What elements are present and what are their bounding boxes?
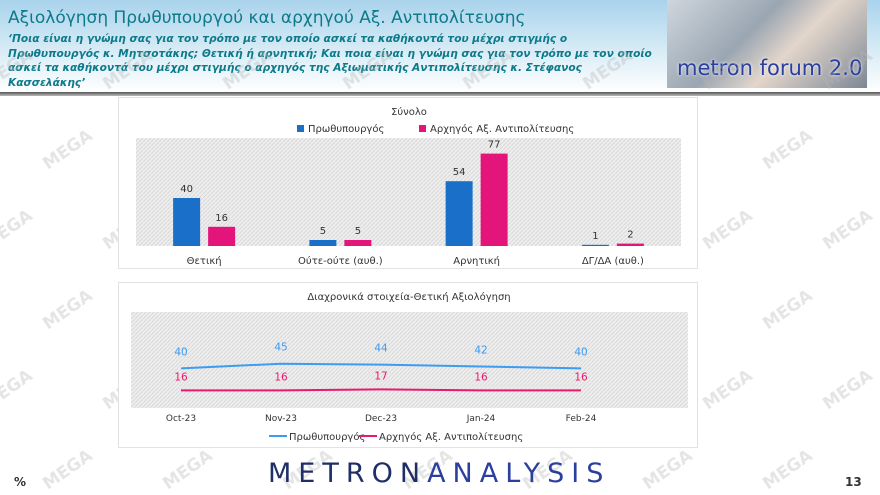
watermark-text: MEGA — [39, 285, 97, 335]
logo-text: metron forum 2.0 — [677, 56, 863, 80]
data-label: 2 — [627, 230, 633, 241]
watermark-text: MEGA — [159, 445, 217, 495]
x-tick-label: Αρνητική — [453, 255, 500, 267]
brand-analysis: ANALYSIS — [427, 458, 611, 489]
bar — [309, 240, 337, 246]
data-label: 45 — [274, 342, 287, 354]
watermark-text: MEGA — [0, 205, 37, 255]
chart-title: Σύνολο — [391, 106, 427, 118]
bar — [616, 243, 644, 246]
x-tick-label: ΔΓ/ΔΑ (αυθ.) — [582, 256, 644, 267]
legend-label: Αρχηγός Αξ. Αντιπολίτευσης — [430, 123, 574, 135]
watermark-text: MEGA — [0, 365, 37, 415]
data-label: 42 — [474, 344, 487, 356]
data-label: 40 — [180, 184, 193, 195]
watermark-text: MEGA — [699, 365, 757, 415]
bar — [344, 240, 372, 246]
data-label: 16 — [274, 371, 288, 383]
header-divider — [0, 92, 880, 96]
watermark-text: MEGA — [699, 205, 757, 255]
x-tick-label: Dec-23 — [365, 414, 397, 424]
bar — [173, 198, 201, 246]
bar-chart: Σύνολο Πρωθυπουργός Αρχηγός Αξ. Αντιπολίτε… — [136, 106, 681, 267]
legend-label: Πρωθυπουργός — [308, 123, 384, 135]
data-label: 40 — [174, 346, 187, 358]
metron-forum-logo: metron forum 2.0 — [667, 0, 867, 88]
x-tick-label: Θετική — [187, 255, 222, 267]
unit-label: % — [14, 475, 27, 489]
data-label: 16 — [215, 213, 228, 224]
watermark-text: MEGA — [759, 125, 817, 175]
data-label: 1 — [592, 231, 598, 242]
data-label: 44 — [374, 343, 388, 355]
plot-area — [131, 312, 688, 408]
data-label: 5 — [320, 226, 326, 237]
data-label: 54 — [453, 167, 466, 178]
metron-analysis-logo: METRONANALYSIS — [268, 458, 610, 489]
page-title: Αξιολόγηση Πρωθυπουργού και αρχηγού Αξ. … — [8, 8, 526, 28]
legend-label: Πρωθυπουργός — [289, 431, 365, 443]
legend-label: Αρχηγός Αξ. Αντιπολίτευσης — [379, 431, 523, 443]
bar — [208, 226, 236, 246]
bar — [445, 181, 473, 246]
watermark-text: MEGA — [759, 445, 817, 495]
bar — [581, 244, 609, 246]
data-label: 5 — [355, 226, 361, 237]
bar — [480, 153, 508, 246]
brand-metron: METRON — [268, 458, 428, 489]
data-label: 17 — [374, 370, 387, 382]
watermark-text: MEGA — [39, 125, 97, 175]
x-tick-label: Oct-23 — [166, 414, 196, 424]
line-chart-panel: Διαχρονικά στοιχεία-Θετική Αξιολόγηση Oct… — [118, 282, 698, 448]
watermark-text: MEGA — [639, 445, 697, 495]
watermark-text: MEGA — [759, 285, 817, 335]
series-line — [180, 362, 582, 370]
data-label: 77 — [488, 140, 501, 151]
page-number: 13 — [845, 475, 862, 489]
x-tick-label: Feb-24 — [566, 414, 597, 424]
bar-chart-panel: Σύνολο Πρωθυπουργός Αρχηγός Αξ. Αντιπολίτε… — [118, 97, 698, 269]
x-tick-label: Nov-23 — [265, 414, 297, 424]
data-label: 16 — [574, 371, 588, 383]
watermark-text: MEGA — [819, 365, 877, 415]
legend-swatch — [297, 125, 304, 132]
data-label: 16 — [474, 371, 488, 383]
chart-title: Διαχρονικά στοιχεία-Θετική Αξιολόγηση — [307, 291, 510, 303]
series-line — [181, 388, 581, 392]
x-tick-label: Jan-24 — [466, 414, 496, 424]
survey-question: ‘Ποια είναι η γνώμη σας για τον τρόπο με… — [8, 33, 652, 89]
watermark-text: MEGA — [819, 205, 877, 255]
data-label: 16 — [174, 371, 188, 383]
watermark-text: MEGA — [39, 445, 97, 495]
x-tick-label: Ούτε-ούτε (αυθ.) — [298, 255, 383, 267]
data-label: 40 — [574, 346, 587, 358]
legend-swatch — [419, 125, 426, 132]
line-chart: Διαχρονικά στοιχεία-Θετική Αξιολόγηση Oct… — [131, 291, 688, 443]
